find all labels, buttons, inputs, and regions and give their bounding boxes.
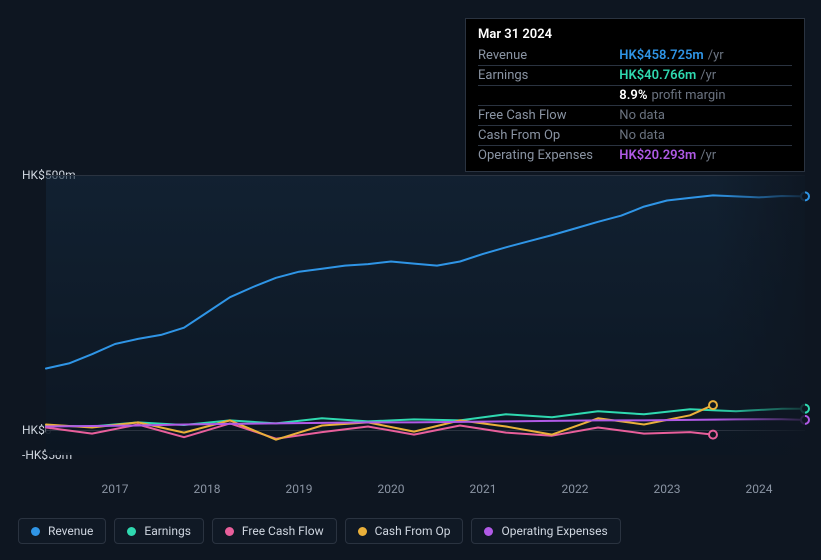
chart-area xyxy=(18,160,805,480)
tooltip-table: RevenueHK$458.725m/yrEarningsHK$40.766m/… xyxy=(478,46,792,165)
tooltip-row-label: Earnings xyxy=(478,66,619,86)
tooltip-row: Cash From OpNo data xyxy=(478,126,792,146)
x-axis-tick: 2019 xyxy=(286,482,313,496)
series-line xyxy=(46,195,805,368)
legend-swatch xyxy=(31,527,40,536)
legend-label: Revenue xyxy=(48,524,93,538)
legend-label: Free Cash Flow xyxy=(242,524,324,538)
legend-item[interactable]: Earnings xyxy=(114,518,204,544)
tooltip-row: RevenueHK$458.725m/yr xyxy=(478,46,792,66)
legend-label: Earnings xyxy=(144,524,191,538)
series-endpoint xyxy=(709,431,717,439)
tooltip-row-label xyxy=(478,86,619,106)
x-axis-tick: 2021 xyxy=(470,482,497,496)
tooltip-row-value: 8.9%profit margin xyxy=(619,86,792,106)
x-axis-tick: 2017 xyxy=(102,482,129,496)
tooltip-row-value: No data xyxy=(619,126,792,146)
tooltip-row-value: HK$40.766m/yr xyxy=(619,66,792,86)
legend-label: Cash From Op xyxy=(375,524,451,538)
series-line xyxy=(46,409,805,427)
x-axis-tick: 2018 xyxy=(194,482,221,496)
series-endpoint xyxy=(801,405,809,413)
tooltip-row-label: Free Cash Flow xyxy=(478,106,619,126)
tooltip-row: Operating ExpensesHK$20.293m/yr xyxy=(478,146,792,166)
legend-item[interactable]: Free Cash Flow xyxy=(212,518,337,544)
legend-item[interactable]: Revenue xyxy=(18,518,106,544)
chart-tooltip: Mar 31 2024 RevenueHK$458.725m/yrEarning… xyxy=(465,18,805,172)
chart-svg xyxy=(46,175,805,455)
legend-swatch xyxy=(358,527,367,536)
tooltip-row: Free Cash FlowNo data xyxy=(478,106,792,126)
tooltip-row-label: Cash From Op xyxy=(478,126,619,146)
legend-swatch xyxy=(127,527,136,536)
x-axis-tick: 2020 xyxy=(378,482,405,496)
x-axis-tick: 2024 xyxy=(746,482,773,496)
series-endpoint xyxy=(801,192,809,200)
tooltip-row-value: No data xyxy=(619,106,792,126)
tooltip-row-label: Operating Expenses xyxy=(478,146,619,166)
legend-label: Operating Expenses xyxy=(501,524,607,538)
x-axis-tick: 2022 xyxy=(562,482,589,496)
series-endpoint xyxy=(709,401,717,409)
series-endpoint xyxy=(801,416,809,424)
tooltip-row-label: Revenue xyxy=(478,46,619,66)
tooltip-row-value: HK$458.725m/yr xyxy=(619,46,792,66)
tooltip-row: EarningsHK$40.766m/yr xyxy=(478,66,792,86)
x-axis-tick: 2023 xyxy=(654,482,681,496)
chart-plot[interactable] xyxy=(46,175,805,455)
tooltip-row-value: HK$20.293m/yr xyxy=(619,146,792,166)
legend-swatch xyxy=(484,527,493,536)
legend: Revenue Earnings Free Cash Flow Cash From O… xyxy=(18,518,621,544)
x-axis: 2017 2018 2019 2020 2021 2022 2023 2024 xyxy=(46,482,805,500)
legend-item[interactable]: Cash From Op xyxy=(345,518,464,544)
tooltip-date: Mar 31 2024 xyxy=(478,27,792,42)
legend-swatch xyxy=(225,527,234,536)
legend-item[interactable]: Operating Expenses xyxy=(471,518,620,544)
tooltip-row: 8.9%profit margin xyxy=(478,86,792,106)
